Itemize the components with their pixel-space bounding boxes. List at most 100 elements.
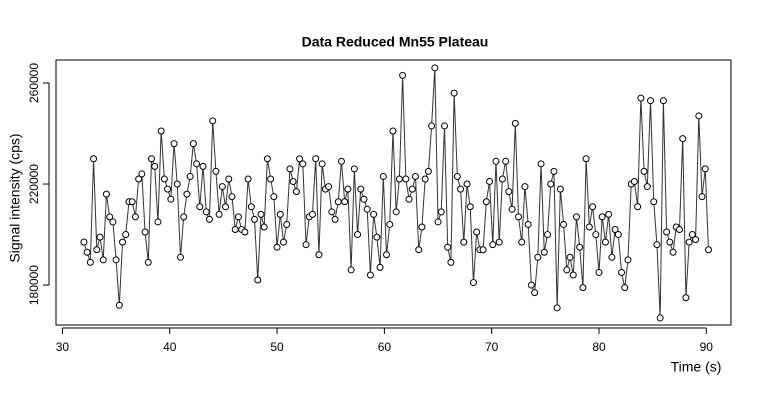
data-point xyxy=(160,175,168,183)
data-point xyxy=(666,238,674,246)
data-point xyxy=(663,228,671,236)
data-point xyxy=(244,175,252,183)
data-point xyxy=(566,253,574,261)
data-point xyxy=(212,167,220,175)
data-point xyxy=(231,226,239,234)
data-point xyxy=(154,218,162,226)
data-point xyxy=(399,71,407,79)
data-point xyxy=(270,193,278,201)
data-point xyxy=(131,213,139,221)
data-point xyxy=(128,198,136,206)
data-point xyxy=(411,172,419,180)
data-point xyxy=(276,210,284,218)
data-point xyxy=(344,185,352,193)
data-point xyxy=(508,205,516,213)
data-point xyxy=(576,243,584,251)
data-point xyxy=(482,198,490,206)
data-point xyxy=(428,122,436,130)
data-point xyxy=(222,203,230,211)
data-point xyxy=(447,258,455,266)
data-point xyxy=(515,213,523,221)
data-point xyxy=(431,64,439,72)
data-point xyxy=(634,203,642,211)
data-point xyxy=(675,226,683,234)
data-point xyxy=(96,233,104,241)
data-point xyxy=(386,220,394,228)
data-point xyxy=(595,268,603,276)
x-tick-label: 30 xyxy=(56,340,70,354)
data-point xyxy=(560,220,568,228)
data-point xyxy=(659,97,667,105)
x-tick-label: 90 xyxy=(700,340,714,354)
data-point xyxy=(93,246,101,254)
data-point xyxy=(704,246,712,254)
data-point xyxy=(608,253,616,261)
data-point xyxy=(228,193,236,201)
x-tick-label: 50 xyxy=(270,340,284,354)
data-point xyxy=(598,213,606,221)
data-point xyxy=(167,195,175,203)
x-tick-label: 60 xyxy=(378,340,392,354)
x-tick-label: 80 xyxy=(592,340,606,354)
data-point xyxy=(534,253,542,261)
data-point xyxy=(215,210,223,218)
data-point xyxy=(257,210,265,218)
data-point xyxy=(225,175,233,183)
data-point xyxy=(418,223,426,231)
data-point xyxy=(453,172,461,180)
data-point xyxy=(241,228,249,236)
data-point xyxy=(440,122,448,130)
data-point xyxy=(234,213,242,221)
data-point xyxy=(405,195,413,203)
data-point xyxy=(157,127,165,135)
data-point xyxy=(354,231,362,239)
x-tick-label: 40 xyxy=(163,340,177,354)
data-point xyxy=(614,231,622,239)
data-point xyxy=(611,226,619,234)
data-point xyxy=(318,160,326,168)
data-point xyxy=(119,238,127,246)
data-point xyxy=(202,208,210,216)
data-point xyxy=(395,175,403,183)
data-point xyxy=(505,188,513,196)
data-point xyxy=(80,238,88,246)
data-point xyxy=(379,172,387,180)
data-point xyxy=(547,180,555,188)
data-point xyxy=(357,185,365,193)
data-point xyxy=(350,165,358,173)
data-point xyxy=(585,223,593,231)
data-point xyxy=(193,160,201,168)
data-point xyxy=(247,203,255,211)
data-point xyxy=(463,180,471,188)
data-point xyxy=(524,220,532,228)
data-point xyxy=(402,175,410,183)
y-axis-label: Signal intensity (cps) xyxy=(7,133,23,262)
data-point xyxy=(669,248,677,256)
data-point xyxy=(347,266,355,274)
data-point xyxy=(685,238,693,246)
data-point xyxy=(183,190,191,198)
data-point xyxy=(296,155,304,163)
data-point xyxy=(102,190,110,198)
data-point xyxy=(283,220,291,228)
data-point xyxy=(563,266,571,274)
data-point xyxy=(112,256,120,264)
data-point xyxy=(302,241,310,249)
data-point xyxy=(138,170,146,178)
data-point xyxy=(550,167,558,175)
data-point xyxy=(553,304,561,312)
data-point xyxy=(695,112,703,120)
data-point xyxy=(679,135,687,143)
data-point xyxy=(486,178,494,186)
data-point xyxy=(466,203,474,211)
data-point xyxy=(621,284,629,292)
data-point xyxy=(408,185,416,193)
data-point xyxy=(292,188,300,196)
data-point xyxy=(601,238,609,246)
data-point xyxy=(569,271,577,279)
data-point xyxy=(360,195,368,203)
data-point xyxy=(115,301,123,309)
x-axis-label: Time (s) xyxy=(671,359,722,375)
data-point xyxy=(199,162,207,170)
data-point xyxy=(511,119,519,127)
